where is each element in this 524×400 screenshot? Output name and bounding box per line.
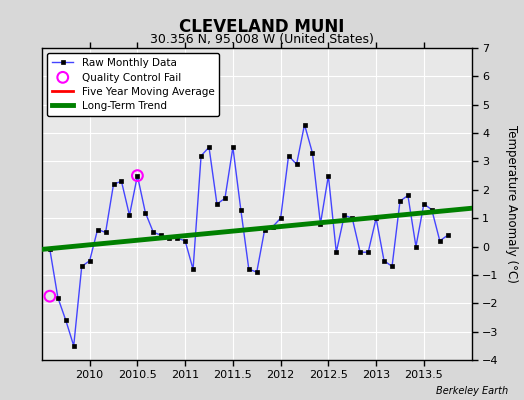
Text: CLEVELAND MUNI: CLEVELAND MUNI bbox=[179, 18, 345, 36]
Point bbox=[46, 293, 54, 299]
Point bbox=[133, 172, 141, 179]
Legend: Raw Monthly Data, Quality Control Fail, Five Year Moving Average, Long-Term Tren: Raw Monthly Data, Quality Control Fail, … bbox=[47, 53, 220, 116]
Text: 30.356 N, 95.008 W (United States): 30.356 N, 95.008 W (United States) bbox=[150, 33, 374, 46]
Text: Berkeley Earth: Berkeley Earth bbox=[436, 386, 508, 396]
Y-axis label: Temperature Anomaly (°C): Temperature Anomaly (°C) bbox=[505, 125, 518, 283]
